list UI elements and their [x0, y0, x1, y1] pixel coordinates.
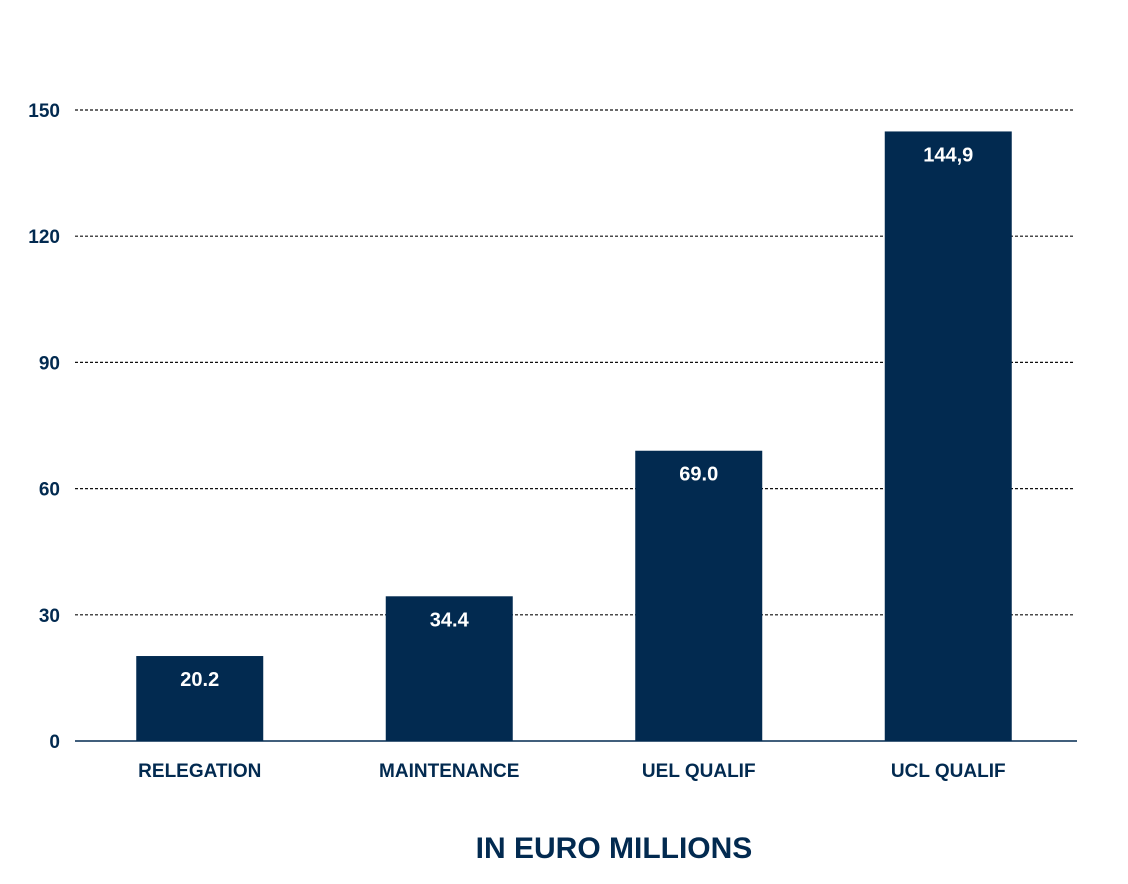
x-axis-label: IN EURO MILLIONS — [476, 832, 753, 865]
bar-value-label: 20.2 — [180, 669, 219, 691]
x-axis-ticks: RELEGATION MAINTENANCE UEL QUALIF UCL QUALI… — [138, 761, 1005, 782]
x-tick-label: UCL QUALIF — [891, 761, 1006, 782]
y-tick-label: 120 — [28, 227, 60, 248]
bar-value-label: 69.0 — [679, 464, 718, 486]
y-tick-label: 90 — [39, 353, 60, 374]
bars: 20.2 34.4 69.0 144,9 — [136, 131, 1012, 742]
bar — [136, 656, 264, 741]
bar — [884, 131, 1012, 742]
x-tick-label: UEL QUALIF — [642, 761, 756, 782]
bar — [635, 450, 763, 741]
bar-value-label: 144,9 — [923, 144, 973, 166]
y-tick-label: 0 — [49, 732, 60, 753]
y-axis-ticks: 0 30 60 90 120 150 — [28, 101, 60, 753]
x-tick-label: MAINTENANCE — [379, 761, 519, 782]
bar-value-label: 34.4 — [430, 609, 470, 631]
y-tick-label: 150 — [28, 101, 60, 122]
y-tick-label: 30 — [39, 606, 60, 627]
y-tick-label: 60 — [39, 480, 60, 501]
x-tick-label: RELEGATION — [138, 761, 261, 782]
bar — [385, 596, 513, 741]
